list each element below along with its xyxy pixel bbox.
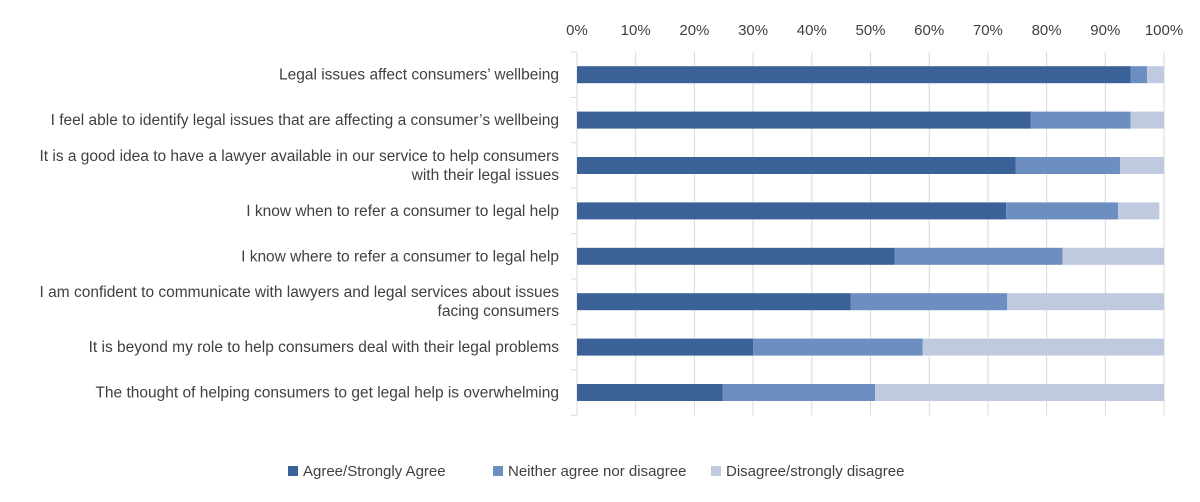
bar-segment (577, 66, 1131, 84)
legend-item: Neither agree nor disagree (493, 463, 686, 480)
bar-segment (577, 111, 1031, 129)
legend-item: Agree/Strongly Agree (288, 463, 446, 480)
bar-segment (1030, 111, 1131, 129)
x-tick-label: 70% (973, 22, 1003, 39)
category-labels: Legal issues affect consumers’ wellbeing… (39, 67, 559, 402)
category-label: It is a good idea to have a lawyer avail… (39, 148, 559, 184)
category-label: I know when to refer a consumer to legal… (246, 203, 559, 220)
bar-segment (1146, 66, 1164, 84)
bar-segment (577, 384, 723, 401)
bar-segment (1062, 247, 1164, 265)
bar-segment (577, 202, 1007, 220)
bar-segment (1130, 111, 1164, 129)
bar-segment (577, 293, 851, 311)
gridlines (571, 51, 1165, 416)
x-tick-label: 60% (914, 22, 944, 39)
bar-segment (1007, 293, 1164, 311)
legend-swatch (711, 466, 721, 476)
bar-segment (1015, 157, 1120, 174)
bar-segment (1119, 157, 1164, 174)
x-tick-label: 0% (566, 22, 588, 39)
x-tick-label: 30% (738, 22, 768, 39)
legend-item: Disagree/strongly disagree (711, 463, 904, 480)
bar-segment (894, 247, 1063, 265)
bar-segment (922, 338, 1164, 356)
category-label: The thought of helping consumers to get … (95, 385, 559, 402)
legend: Agree/Strongly Agree Neither agree nor di… (288, 463, 904, 480)
legend-label: Agree/Strongly Agree (303, 463, 446, 480)
category-label: I know where to refer a consumer to lega… (241, 248, 559, 265)
category-label: It is beyond my role to help consumers d… (89, 339, 560, 356)
bar-segment (875, 384, 1164, 401)
x-tick-label: 50% (855, 22, 885, 39)
legend-swatch (493, 466, 503, 476)
bar-segment (1130, 66, 1147, 84)
bar-segment (753, 338, 923, 356)
category-label: I am confident to communicate with lawye… (40, 284, 560, 320)
x-tick-label: 100% (1145, 22, 1183, 39)
bar-segment (722, 384, 876, 401)
x-tick-label: 90% (1090, 22, 1120, 39)
x-tick-label: 10% (621, 22, 651, 39)
bars (577, 66, 1164, 401)
bar-segment (850, 293, 1008, 311)
bar-segment (577, 157, 1016, 174)
x-axis-tick-labels: 0% 10% 20% 30% 40% 50% 60% 70% 80% 90% 100% (566, 22, 1183, 39)
category-label: I feel able to identify legal issues tha… (51, 112, 559, 129)
bar-segment (1118, 202, 1160, 220)
x-tick-label: 20% (679, 22, 709, 39)
legend-label: Neither agree nor disagree (508, 463, 686, 480)
bar-segment (577, 247, 895, 265)
legend-label: Disagree/strongly disagree (726, 463, 904, 480)
legend-swatch (288, 466, 298, 476)
x-tick-label: 80% (1032, 22, 1062, 39)
bar-segment (1006, 202, 1119, 220)
bar-segment (577, 338, 754, 356)
x-tick-label: 40% (797, 22, 827, 39)
category-label: Legal issues affect consumers’ wellbeing (279, 67, 559, 84)
